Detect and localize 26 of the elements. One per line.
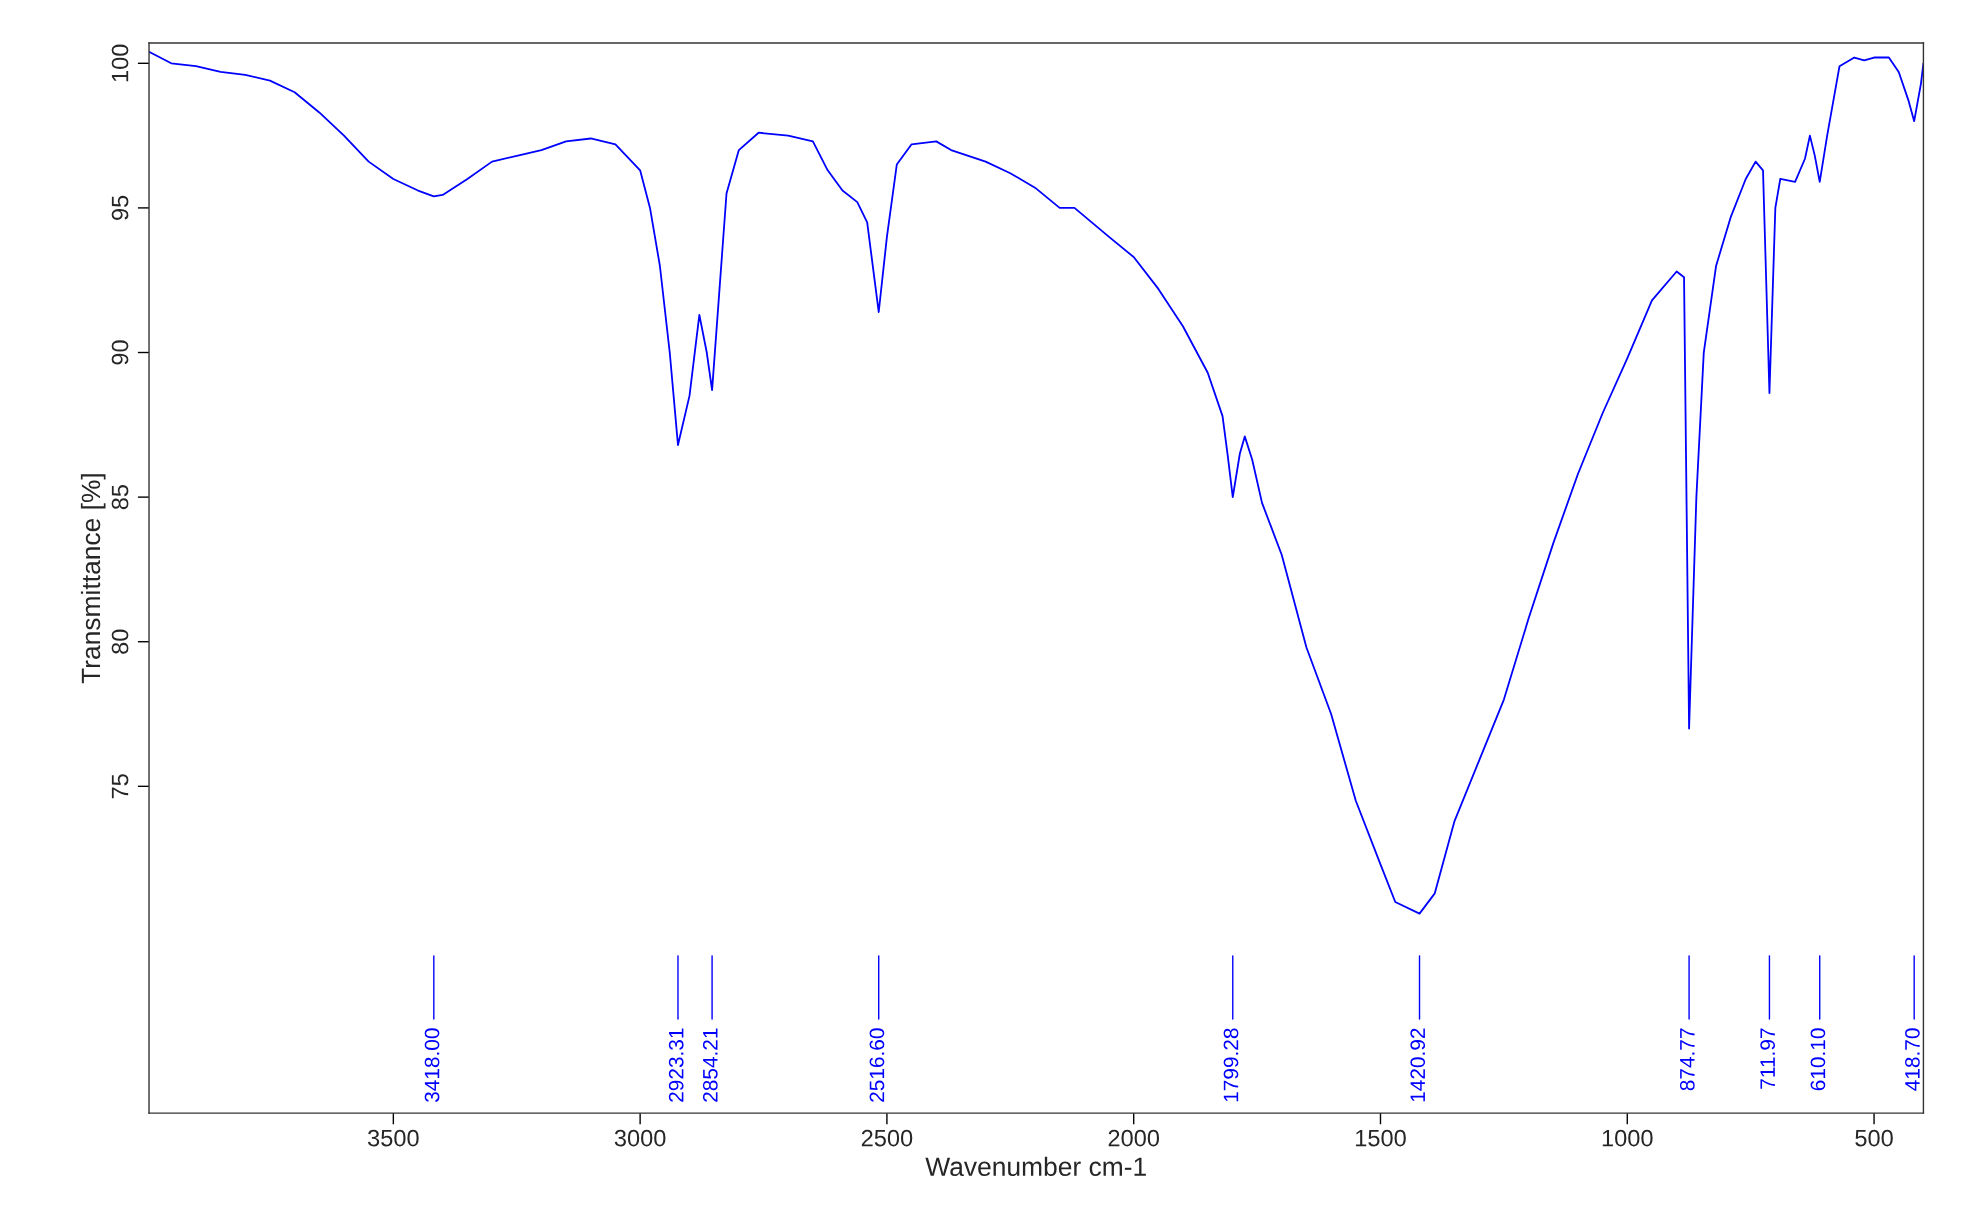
annotation: 2516.60: [869, 1028, 885, 1102]
annotation: 2923.31: [668, 1028, 684, 1102]
line-series: [149, 50, 1924, 915]
annotation: 1420.92: [1410, 1028, 1426, 1102]
y-axis-title: Transmittance [%]: [80, 474, 106, 684]
annotation: 874.77: [1679, 1028, 1695, 1091]
x-tick-label: 2000: [1108, 1129, 1160, 1147]
y-tick-label: 90: [111, 340, 129, 365]
y-tick-label: 85: [111, 484, 129, 510]
y-tick-label: 100: [111, 44, 129, 82]
y-tick-label: 80: [111, 629, 129, 654]
x-tick-label: 3000: [614, 1129, 666, 1147]
y-tick-label: 95: [111, 195, 129, 220]
x-tick-label: 2500: [861, 1129, 913, 1147]
x-tick-label: 1000: [1602, 1129, 1653, 1147]
x-tick-label: 1500: [1356, 1129, 1406, 1147]
x-axis-title: Wavenumber cm-1: [925, 1156, 1146, 1177]
annotation: 711.97: [1760, 1028, 1776, 1089]
annotation: 610.10: [1810, 1028, 1826, 1091]
x-tick-label: 500: [1855, 1129, 1893, 1147]
annotation: 3418.00: [424, 1028, 440, 1103]
x-tick-label: 3500: [367, 1129, 419, 1147]
annotation: 1799.28: [1223, 1028, 1239, 1102]
annotation: 2854.21: [702, 1028, 718, 1102]
annotation: 418.70: [1905, 1028, 1920, 1091]
y-tick-label: 75: [111, 774, 129, 799]
